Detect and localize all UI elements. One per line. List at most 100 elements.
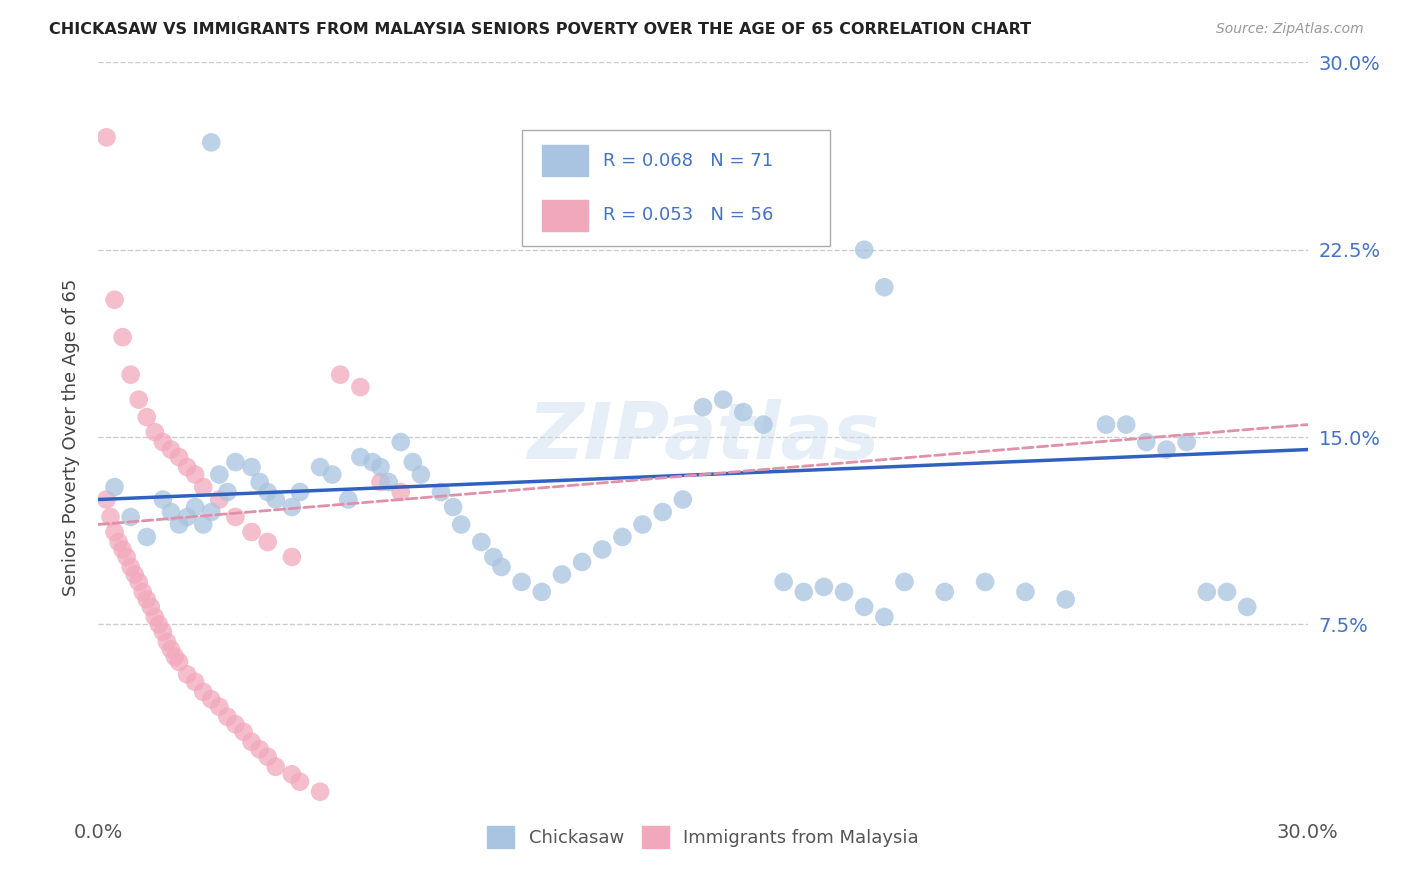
Point (200, 505, 222, 519)
Point (377, 475, 399, 489)
Point (103, 293, 125, 307)
Point (288, 774, 311, 789)
Point (1135, 435, 1157, 450)
Point (631, 517, 654, 532)
Point (152, 492, 174, 507)
Point (1216, 585, 1239, 599)
Point (321, 467, 343, 482)
Point (200, 136, 222, 150)
Point (124, 567, 146, 582)
Point (148, 617, 170, 632)
Point (813, 580, 835, 594)
Point (128, 574, 150, 589)
Point (389, 485, 412, 500)
Point (832, 585, 855, 599)
Point (111, 330, 134, 344)
Point (193, 480, 215, 494)
Point (143, 425, 166, 439)
Point (256, 535, 278, 549)
Point (128, 392, 150, 407)
Y-axis label: Seniors Poverty Over the Age of 65: Seniors Poverty Over the Age of 65 (62, 278, 80, 596)
Point (873, 280, 896, 294)
Point (772, 574, 794, 589)
Point (135, 530, 157, 544)
Point (281, 500, 304, 514)
Point (591, 542, 613, 557)
Point (482, 549, 505, 564)
Point (249, 475, 271, 489)
Point (337, 492, 360, 507)
Point (256, 749, 278, 764)
Point (1014, 585, 1036, 599)
Point (156, 635, 179, 649)
Point (240, 524, 263, 539)
Point (1054, 592, 1077, 607)
Point (160, 642, 183, 657)
Point (115, 549, 138, 564)
Point (409, 467, 432, 482)
Point (217, 485, 239, 500)
Point (430, 485, 453, 500)
Point (450, 517, 472, 532)
Point (176, 460, 198, 475)
Point (853, 599, 876, 614)
Point (135, 592, 157, 607)
Point (974, 574, 997, 589)
Point (176, 667, 198, 681)
Point (256, 485, 278, 500)
Point (249, 742, 271, 756)
Point (510, 574, 533, 589)
Point (224, 717, 246, 731)
Text: ZIPatlas: ZIPatlas (527, 399, 879, 475)
Point (184, 674, 207, 689)
Point (733, 405, 755, 419)
Point (651, 505, 673, 519)
Point (873, 610, 896, 624)
Point (361, 455, 384, 469)
Point (672, 492, 695, 507)
Point (132, 585, 155, 599)
Point (309, 460, 332, 475)
Point (100, 510, 122, 524)
Point (240, 735, 263, 749)
Point (120, 560, 142, 574)
Point (208, 467, 231, 482)
Point (176, 510, 198, 524)
Point (1156, 442, 1178, 457)
Point (491, 560, 513, 574)
Point (551, 567, 574, 582)
Point (1236, 599, 1258, 614)
Point (103, 480, 125, 494)
Point (612, 530, 634, 544)
Point (232, 724, 254, 739)
FancyBboxPatch shape (522, 130, 830, 246)
Point (752, 417, 775, 432)
Point (470, 535, 492, 549)
Point (103, 524, 125, 539)
Point (309, 785, 332, 799)
Point (120, 510, 142, 524)
Point (167, 655, 190, 669)
Point (893, 574, 915, 589)
Text: Source: ZipAtlas.com: Source: ZipAtlas.com (1216, 22, 1364, 37)
Legend: Chickasaw, Immigrants from Malaysia: Chickasaw, Immigrants from Malaysia (479, 819, 927, 855)
Point (441, 500, 464, 514)
Point (111, 542, 134, 557)
Point (793, 585, 815, 599)
Point (167, 450, 190, 464)
Bar (543, 200, 588, 231)
Point (240, 460, 263, 475)
Point (692, 400, 714, 414)
Point (120, 368, 142, 382)
Point (152, 435, 174, 450)
Point (1175, 435, 1198, 450)
Point (281, 767, 304, 781)
Point (1095, 417, 1118, 432)
Point (389, 435, 412, 450)
Point (224, 510, 246, 524)
Point (370, 475, 392, 489)
Point (135, 410, 157, 425)
Text: R = 0.053   N = 56: R = 0.053 N = 56 (603, 206, 773, 224)
Point (217, 710, 239, 724)
Point (224, 455, 246, 469)
